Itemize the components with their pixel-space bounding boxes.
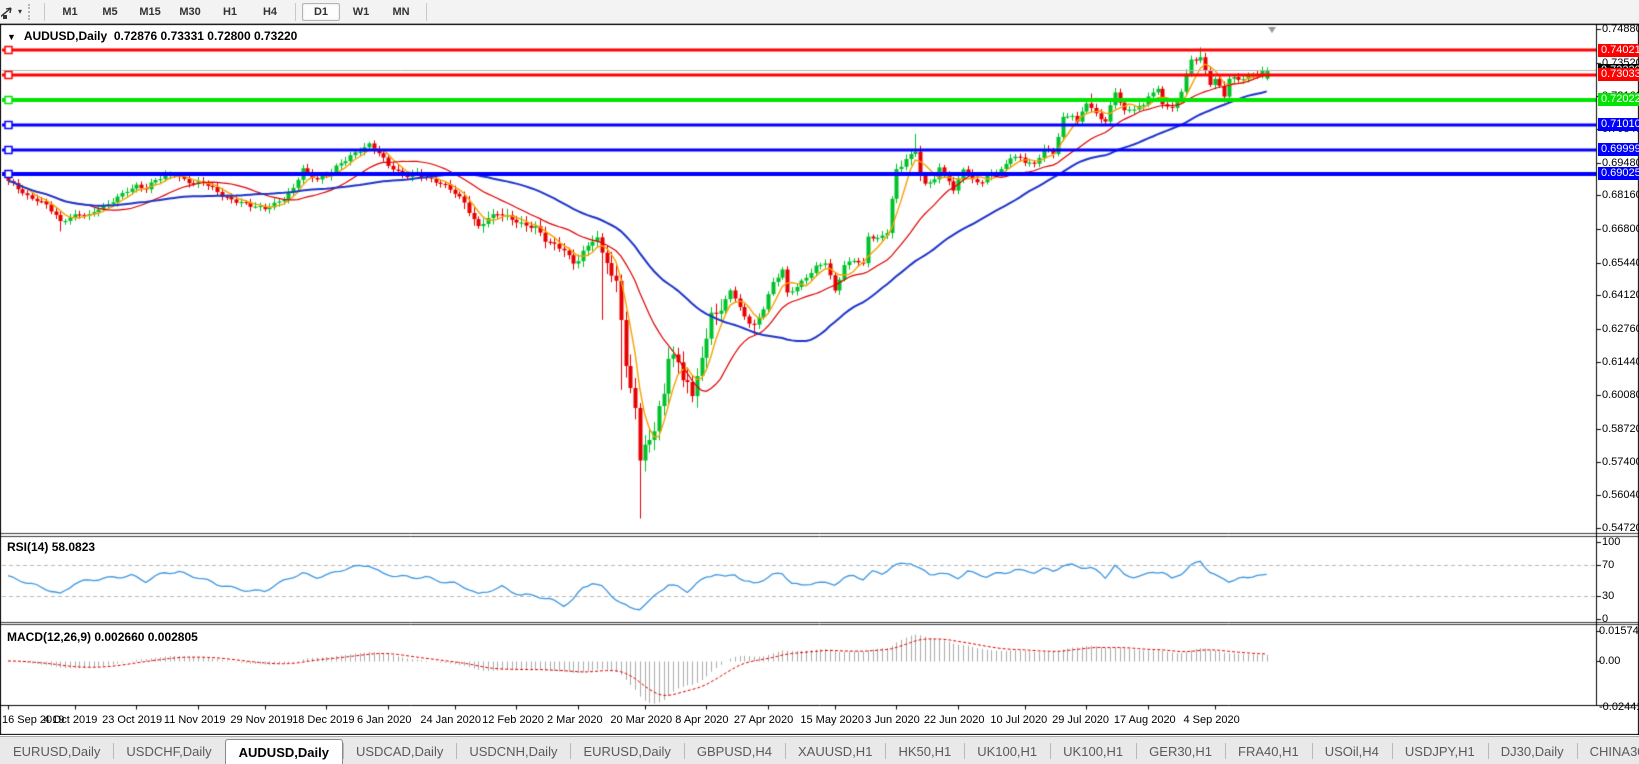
date-tick-label: 23 Oct 2019: [102, 714, 163, 726]
price-tick-label: 0.64120: [1602, 289, 1639, 302]
hline-price-badge[interactable]: 0.73033: [1598, 68, 1639, 82]
price-tick-label: 0.61440: [1602, 355, 1639, 368]
chart-tab-bar: EURUSD,Daily USDCHF,Daily AUDUSD,Daily USDC…: [0, 736, 1639, 764]
timeframe-button-h1[interactable]: H1: [222, 5, 238, 18]
timeframe-button-m1[interactable]: M1: [62, 5, 78, 18]
chart-tab-hk50-h1[interactable]: HK50,H1: [885, 737, 964, 764]
rsi-value: 58.0823: [51, 540, 96, 554]
date-tick-label: 22 Jun 2020: [923, 714, 985, 726]
price-tick-label: 0.65440: [1602, 256, 1639, 269]
date-tick-label: 2 Mar 2020: [547, 714, 603, 726]
date-tick-label: 8 Apr 2020: [675, 714, 729, 726]
date-tick-label: 16 Sep 2019: [2, 714, 65, 726]
rsi-scale-label: 70: [1602, 559, 1615, 572]
date-tick-label: 3 Jun 2020: [865, 714, 920, 726]
timeframe-button-mn[interactable]: MN: [392, 5, 410, 18]
toolbar-grip-handle[interactable]: [28, 3, 35, 20]
rsi-scale-label: 30: [1602, 589, 1615, 602]
price-tick-label: 0.57400: [1602, 455, 1639, 468]
date-tick-label: 29 Nov 2019: [230, 714, 293, 726]
price-tick-label: 0.62760: [1602, 322, 1639, 335]
price-tick-label: 0.58720: [1602, 422, 1639, 435]
date-tick-label: 4 Oct 2019: [43, 714, 98, 726]
chart-tab-usdcnh-daily[interactable]: USDCNH,Daily: [456, 737, 570, 764]
price-tick-label: 0.68160: [1602, 189, 1639, 202]
date-tick-label: 24 Jan 2020: [420, 714, 481, 726]
timeframe-toolbar: ▾ M1 M5 M15 M30 H1 H4 D1 W1 MN: [0, 0, 1639, 24]
crosshair-cursor-icon[interactable]: [1, 4, 17, 20]
date-tick-label: 12 Feb 2020: [482, 714, 544, 726]
chart-tab-usdchf-daily[interactable]: USDCHF,Daily: [113, 737, 224, 764]
price-chart-canvas[interactable]: [0, 24, 1639, 735]
chart-tab-ger30-h1[interactable]: GER30,H1: [1136, 737, 1225, 764]
price-tick-label: 0.74880: [1602, 23, 1639, 35]
timeframe-button-m15[interactable]: M15: [139, 5, 161, 18]
date-tick-label: 4 Sep 2020: [1183, 714, 1240, 726]
timeframe-button-m5[interactable]: M5: [102, 5, 118, 18]
macd-scale-label: -0.024412: [1599, 701, 1639, 714]
chart-title: ▼ AUDUSD,Daily 0.72876 0.73331 0.72800 0…: [7, 29, 297, 43]
chart-tab-uk100-h1[interactable]: UK100,H1: [1050, 737, 1136, 764]
chart-ohlc-values: 0.72876 0.73331 0.72800 0.73220: [113, 29, 298, 43]
toolbar-separator: [426, 2, 428, 21]
hline-price-badge[interactable]: 0.69999: [1598, 143, 1639, 157]
macd-scale-label: 0.00: [1599, 655, 1621, 667]
date-tick-label: 6 Jan 2020: [357, 714, 412, 726]
date-tick-label: 27 Apr 2020: [733, 714, 794, 726]
chart-tab-fra40-h1[interactable]: FRA40,H1: [1225, 737, 1312, 764]
date-tick-label: 17 Aug 2020: [1113, 714, 1176, 726]
chart-tab-usdcad-daily[interactable]: USDCAD,Daily: [342, 737, 456, 764]
chart-tab-eurusd-daily[interactable]: EURUSD,Daily: [13, 743, 101, 759]
hline-price-badge[interactable]: 0.69025: [1598, 167, 1639, 181]
date-tick-label: 20 Mar 2020: [610, 714, 673, 726]
macd-indicator-label: MACD(12,26,9) 0.002660 0.002805: [7, 630, 198, 644]
chart-tab-uk100-h1[interactable]: UK100,H1: [964, 737, 1050, 764]
price-tick-label: 0.56040: [1602, 489, 1639, 502]
timeframe-button-m30[interactable]: M30: [179, 5, 201, 18]
macd-scale-label: 0.015741: [1599, 625, 1639, 638]
price-tick-label: 0.54720: [1602, 522, 1639, 534]
date-tick-label: 18 Dec 2019: [292, 714, 355, 726]
chart-tab-usdjpy-h1[interactable]: USDJPY,H1: [1391, 737, 1488, 764]
macd-values: 0.002660 0.002805: [94, 630, 198, 644]
chart-tab-china300-h1[interactable]: CHINA300,H1: [1576, 737, 1639, 764]
chart-tab-usoil-h4[interactable]: USOil,H4: [1311, 737, 1392, 764]
rsi-scale-label: 0: [1602, 613, 1609, 625]
collapse-caret-icon[interactable]: ▼: [7, 32, 16, 42]
price-tick-label: 0.69480: [1602, 156, 1639, 169]
timeframe-button-h4[interactable]: H4: [262, 5, 278, 18]
price-tick-label: 0.66800: [1602, 222, 1639, 235]
timeframe-button-w1[interactable]: W1: [352, 5, 370, 18]
macd-name: MACD(12,26,9): [7, 630, 92, 644]
price-tick-label: 0.60080: [1602, 389, 1639, 402]
date-tick-label: 11 Nov 2019: [163, 714, 226, 726]
rsi-name: RSI(14): [7, 540, 49, 554]
chart-tab-dj30-daily[interactable]: DJ30,Daily: [1487, 737, 1577, 764]
date-tick-label: 29 Jul 2020: [1052, 714, 1110, 726]
chart-tab-audusd-daily[interactable]: AUDUSD,Daily: [224, 739, 343, 764]
toolbar-separator: [44, 2, 46, 21]
toolbar-separator: [295, 2, 297, 21]
chart-tab-gbpusd-h4[interactable]: GBPUSD,H4: [683, 737, 785, 764]
hline-price-badge[interactable]: 0.74021: [1598, 43, 1639, 57]
date-tick-label: 15 May 2020: [800, 714, 864, 726]
hline-price-badge[interactable]: 0.72022: [1598, 93, 1639, 107]
hline-price-badge[interactable]: 0.71010: [1598, 118, 1639, 132]
chart-window: ▼ AUDUSD,Daily 0.72876 0.73331 0.72800 0…: [0, 23, 1639, 735]
chart-tab-xauusd-h1[interactable]: XAUUSD,H1: [785, 737, 885, 764]
rsi-indicator-label: RSI(14) 58.0823: [7, 540, 95, 554]
chevron-down-icon[interactable]: ▾: [18, 7, 23, 16]
chart-symbol-label: AUDUSD,Daily: [23, 29, 108, 43]
chart-tab-eurusd-daily[interactable]: EURUSD,Daily: [570, 737, 683, 764]
rsi-scale-label: 100: [1602, 536, 1621, 548]
timeframe-button-d1[interactable]: D1: [302, 2, 341, 21]
date-tick-label: 10 Jul 2020: [990, 714, 1048, 726]
